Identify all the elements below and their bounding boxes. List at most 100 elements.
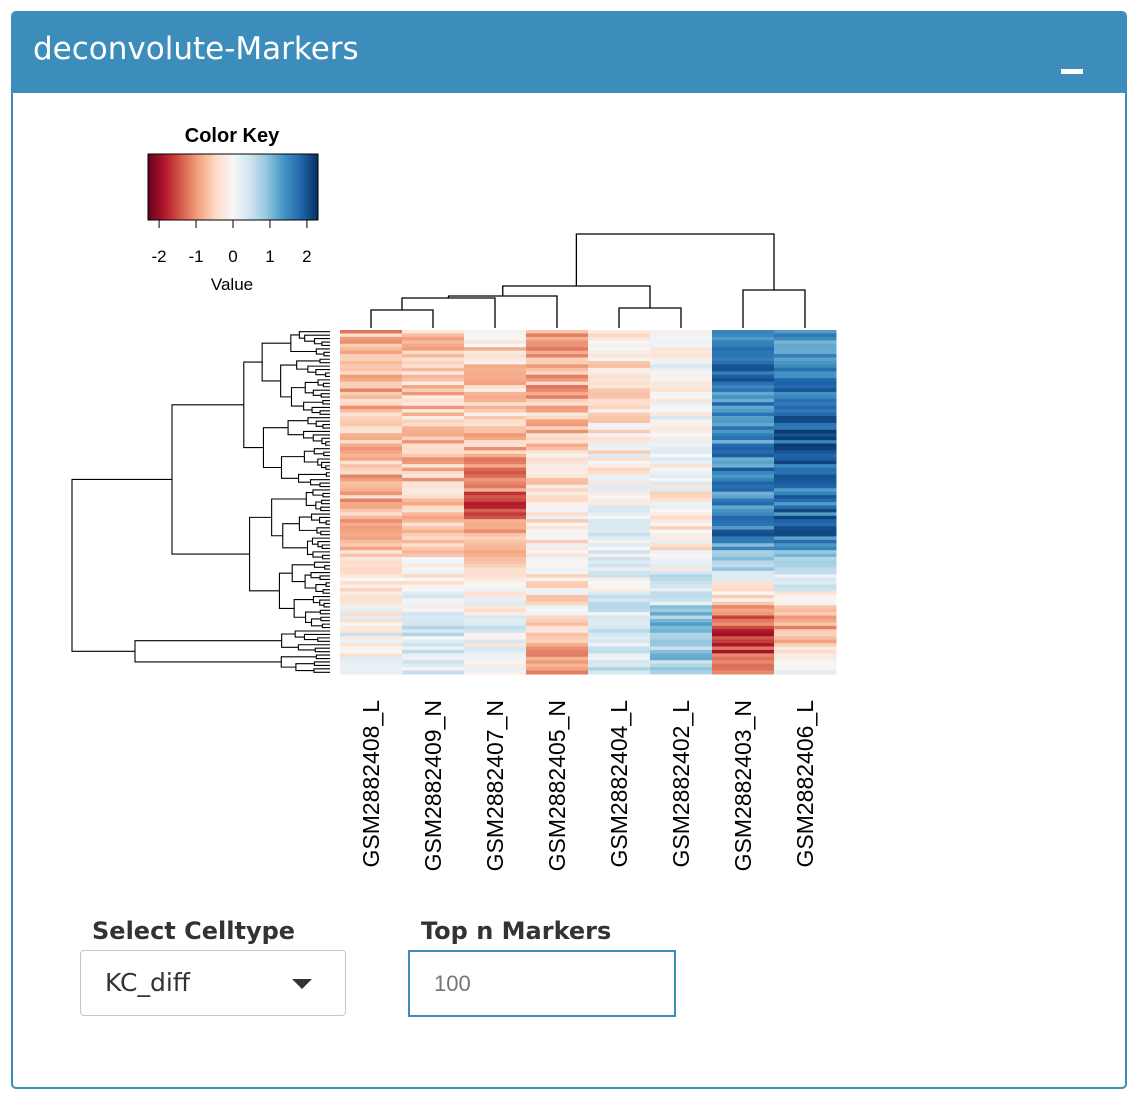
- heatmap-cell: [774, 522, 837, 527]
- dendrogram-branch: [303, 450, 318, 463]
- heatmap-cell: [588, 498, 651, 503]
- heatmap-cell: [526, 667, 589, 672]
- heatmap-cell: [774, 340, 837, 345]
- heatmap-cell: [712, 601, 775, 606]
- heatmap-cell: [526, 615, 589, 620]
- heatmap-cell: [340, 429, 403, 434]
- heatmap-cell: [464, 581, 527, 586]
- heatmap-cell: [650, 560, 713, 565]
- heatmap-cell: [464, 340, 527, 345]
- heatmap-cell: [526, 670, 589, 675]
- dendrogram-branch: [305, 491, 316, 506]
- heatmap-cell: [712, 577, 775, 582]
- heatmap-cell: [402, 453, 465, 458]
- heatmap-cell: [340, 577, 403, 582]
- heatmap-cell: [340, 378, 403, 383]
- heatmap-cell: [650, 563, 713, 568]
- heatmap-cell: [774, 656, 837, 661]
- heatmap-cell: [774, 667, 837, 672]
- heatmap-cell: [526, 502, 589, 506]
- heatmap-cell: [712, 405, 775, 410]
- heatmap-cell: [774, 498, 837, 503]
- heatmap-cell: [712, 381, 775, 386]
- heatmap-cell: [340, 333, 403, 338]
- heatmap-cell: [588, 381, 651, 386]
- heatmap-cell: [402, 567, 465, 572]
- heatmap-cell: [650, 405, 713, 410]
- heatmap-plot: Color Key -2 -1 0 1 2 Value GSM2882408_L GSM2…: [71, 125, 837, 871]
- heatmap-cell: [402, 460, 465, 465]
- heatmap-cell: [402, 481, 465, 486]
- heatmap-cell: [650, 529, 713, 534]
- heatmap-cell: [464, 591, 527, 596]
- heatmap-cell: [650, 550, 713, 555]
- heatmap-cell: [774, 436, 837, 441]
- heatmap-cell: [340, 608, 403, 613]
- heatmap-cell: [526, 512, 589, 517]
- dendrogram-branch: [303, 633, 330, 641]
- heatmap-cell: [402, 330, 465, 334]
- heatmap-cell: [464, 670, 527, 675]
- heatmap-cell: [712, 426, 775, 431]
- heatmap-cell: [650, 646, 713, 651]
- heatmap-cell: [526, 340, 589, 345]
- dendrogram-branch: [290, 334, 317, 353]
- heatmap-cell: [340, 491, 403, 496]
- heatmap-cell: [712, 367, 775, 372]
- heatmap-cell: [588, 426, 651, 431]
- heatmap-cell: [712, 498, 775, 503]
- column-label: GSM2882403_N: [730, 700, 756, 871]
- heatmap-cell: [464, 484, 527, 489]
- heatmap-cell: [588, 557, 651, 561]
- heatmap-cell: [526, 440, 589, 445]
- heatmap-cell: [464, 364, 527, 369]
- heatmap-cell: [340, 532, 403, 537]
- heatmap-cell: [774, 605, 837, 610]
- heatmap-cell: [712, 388, 775, 393]
- heatmap-cell: [464, 646, 527, 651]
- heatmap-cell: [340, 391, 403, 396]
- heatmap-cell: [526, 646, 589, 651]
- heatmap-cell: [464, 660, 527, 665]
- heatmap-cell: [774, 350, 837, 355]
- heatmap-cell: [526, 567, 589, 572]
- heatmap-cell: [712, 629, 775, 634]
- heatmap-cell: [464, 588, 527, 592]
- celltype-select[interactable]: KC_diff: [80, 950, 346, 1016]
- heatmap-cell: [588, 601, 651, 606]
- heatmap-cell: [774, 532, 837, 537]
- heatmap-cell: [340, 367, 403, 372]
- column-label: GSM2882409_N: [420, 700, 446, 871]
- heatmap-cell: [774, 371, 837, 376]
- heatmap-cell: [650, 632, 713, 637]
- heatmap-cell: [774, 512, 837, 517]
- heatmap-cell: [712, 419, 775, 424]
- heatmap-cell: [340, 371, 403, 376]
- heatmap-cell: [526, 519, 589, 524]
- heatmap-cell: [464, 385, 527, 389]
- heatmap-cell: [650, 360, 713, 365]
- heatmap-cell: [340, 629, 403, 634]
- heatmap-cell: [650, 536, 713, 541]
- heatmap-cell: [650, 467, 713, 472]
- topn-input[interactable]: [408, 950, 676, 1017]
- heatmap-cell: [588, 622, 651, 627]
- collapse-button[interactable]: [1061, 69, 1085, 75]
- heatmap-cell: [650, 532, 713, 537]
- heatmap-cell: [464, 532, 527, 537]
- heatmap-cell: [712, 584, 775, 589]
- heatmap-cell: [340, 574, 403, 579]
- dendrogram-branch: [321, 544, 330, 549]
- heatmap-cell: [650, 330, 713, 334]
- dendrogram-branch: [322, 492, 330, 498]
- heatmap-cell: [712, 612, 775, 617]
- heatmap-cell: [340, 405, 403, 410]
- heatmap-cell: [712, 656, 775, 661]
- heatmap-cell: [712, 526, 775, 531]
- heatmap-cell: [588, 643, 651, 647]
- heatmap-cell: [402, 522, 465, 527]
- dendrogram-branch: [319, 410, 330, 415]
- dendrogram-branch: [315, 348, 330, 355]
- heatmap-cell: [650, 584, 713, 589]
- heatmap-cell: [464, 539, 527, 544]
